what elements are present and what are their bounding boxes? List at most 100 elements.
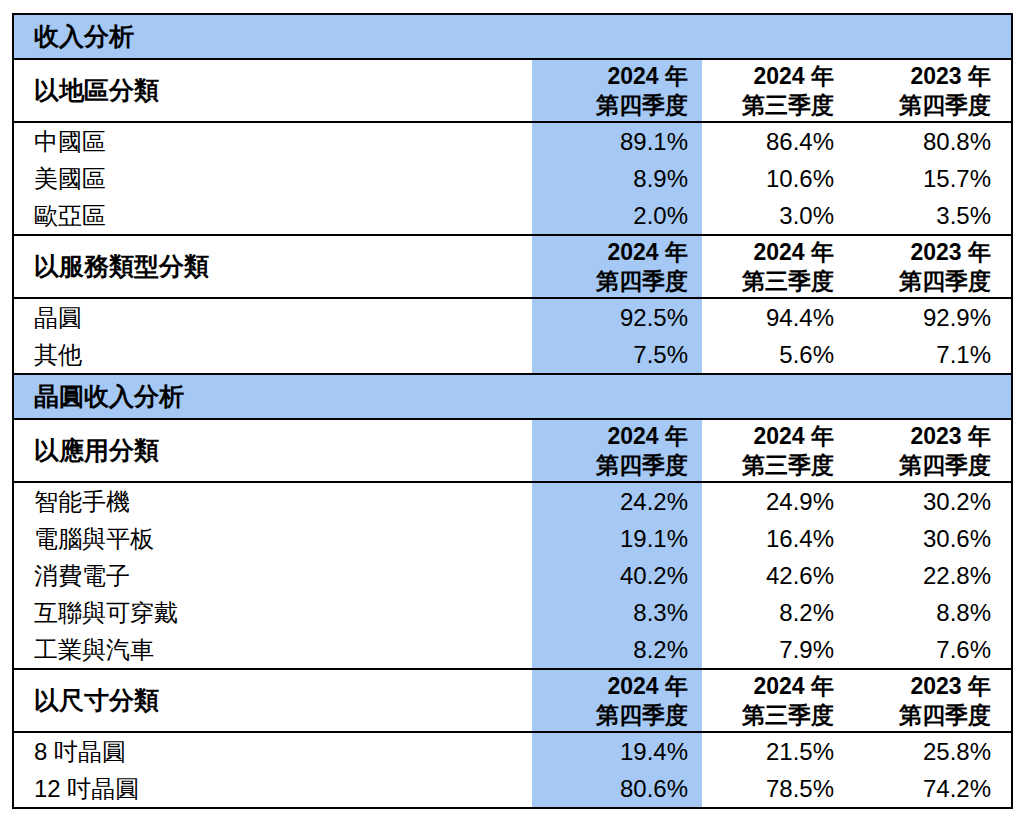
group-header-row: 以地區分類 2024 年 第四季度 2024 年 第三季度 2023 年 第四季… — [13, 59, 1012, 122]
col-header-line1: 2024 年 — [702, 62, 834, 91]
col-header-line1: 2024 年 — [532, 422, 688, 451]
section-title: 晶圓收入分析 — [13, 374, 1012, 419]
value-cell: 30.2% — [848, 482, 1012, 520]
col-header-line1: 2024 年 — [532, 62, 688, 91]
col-header-line1: 2023 年 — [848, 238, 991, 267]
row-label: 12 吋晶圓 — [13, 770, 532, 808]
col-header-line1: 2024 年 — [532, 672, 688, 701]
value-cell: 16.4% — [702, 520, 848, 557]
col-header-2024q3: 2024 年 第三季度 — [702, 59, 848, 122]
table-row: 美國區 8.9% 10.6% 15.7% — [13, 160, 1012, 197]
col-header-line1: 2024 年 — [702, 238, 834, 267]
row-label: 工業與汽車 — [13, 631, 532, 669]
value-cell: 8.2% — [702, 594, 848, 631]
row-label: 晶圓 — [13, 298, 532, 336]
group-header: 以應用分類 — [13, 419, 532, 482]
col-header-line2: 第三季度 — [702, 451, 834, 480]
row-label: 互聯與可穿戴 — [13, 594, 532, 631]
value-cell: 8.9% — [532, 160, 702, 197]
table-row: 智能手機 24.2% 24.9% 30.2% — [13, 482, 1012, 520]
col-header-2024q4: 2024 年 第四季度 — [532, 59, 702, 122]
col-header-line1: 2024 年 — [702, 672, 834, 701]
value-cell: 40.2% — [532, 557, 702, 594]
value-cell: 19.4% — [532, 732, 702, 770]
col-header-line2: 第三季度 — [702, 267, 834, 296]
row-label: 歐亞區 — [13, 197, 532, 235]
value-cell: 74.2% — [848, 770, 1012, 808]
table-row: 其他 7.5% 5.6% 7.1% — [13, 336, 1012, 374]
col-header-line2: 第四季度 — [532, 451, 688, 480]
col-header-line2: 第四季度 — [848, 267, 991, 296]
table-row: 電腦與平板 19.1% 16.4% 30.6% — [13, 520, 1012, 557]
table-row: 歐亞區 2.0% 3.0% 3.5% — [13, 197, 1012, 235]
col-header-line2: 第四季度 — [532, 267, 688, 296]
table-row: 晶圓 92.5% 94.4% 92.9% — [13, 298, 1012, 336]
col-header-line2: 第三季度 — [702, 701, 834, 730]
col-header-2024q3: 2024 年 第三季度 — [702, 235, 848, 298]
value-cell: 7.9% — [702, 631, 848, 669]
row-label: 電腦與平板 — [13, 520, 532, 557]
value-cell: 15.7% — [848, 160, 1012, 197]
table-row: 8 吋晶圓 19.4% 21.5% 25.8% — [13, 732, 1012, 770]
row-label: 智能手機 — [13, 482, 532, 520]
value-cell: 8.3% — [532, 594, 702, 631]
value-cell: 5.6% — [702, 336, 848, 374]
table-row: 中國區 89.1% 86.4% 80.8% — [13, 122, 1012, 160]
col-header-line1: 2024 年 — [532, 238, 688, 267]
value-cell: 3.5% — [848, 197, 1012, 235]
value-cell: 92.9% — [848, 298, 1012, 336]
section-title-row: 收入分析 — [13, 14, 1012, 59]
col-header-line2: 第四季度 — [848, 91, 991, 120]
value-cell: 80.6% — [532, 770, 702, 808]
col-header-line1: 2023 年 — [848, 62, 991, 91]
group-header-row: 以尺寸分類 2024 年 第四季度 2024 年 第三季度 2023 年 第四季… — [13, 669, 1012, 732]
value-cell: 7.6% — [848, 631, 1012, 669]
section-title-row: 晶圓收入分析 — [13, 374, 1012, 419]
value-cell: 80.8% — [848, 122, 1012, 160]
row-label: 消費電子 — [13, 557, 532, 594]
col-header-2023q4: 2023 年 第四季度 — [848, 669, 1012, 732]
group-header: 以服務類型分類 — [13, 235, 532, 298]
row-label: 其他 — [13, 336, 532, 374]
value-cell: 7.5% — [532, 336, 702, 374]
col-header-2023q4: 2023 年 第四季度 — [848, 419, 1012, 482]
table-row: 消費電子 40.2% 42.6% 22.8% — [13, 557, 1012, 594]
col-header-line1: 2024 年 — [702, 422, 834, 451]
col-header-2024q4: 2024 年 第四季度 — [532, 669, 702, 732]
value-cell: 19.1% — [532, 520, 702, 557]
value-cell: 10.6% — [702, 160, 848, 197]
col-header-line2: 第四季度 — [848, 451, 991, 480]
col-header-line2: 第三季度 — [702, 91, 834, 120]
value-cell: 25.8% — [848, 732, 1012, 770]
col-header-2023q4: 2023 年 第四季度 — [848, 235, 1012, 298]
table-row: 工業與汽車 8.2% 7.9% 7.6% — [13, 631, 1012, 669]
col-header-2024q3: 2024 年 第三季度 — [702, 669, 848, 732]
value-cell: 24.9% — [702, 482, 848, 520]
section-title: 收入分析 — [13, 14, 1012, 59]
value-cell: 7.1% — [848, 336, 1012, 374]
col-header-line1: 2023 年 — [848, 672, 991, 701]
table-row: 互聯與可穿戴 8.3% 8.2% 8.8% — [13, 594, 1012, 631]
table-row: 12 吋晶圓 80.6% 78.5% 74.2% — [13, 770, 1012, 808]
col-header-2024q4: 2024 年 第四季度 — [532, 235, 702, 298]
value-cell: 86.4% — [702, 122, 848, 160]
col-header-line2: 第四季度 — [532, 91, 688, 120]
value-cell: 22.8% — [848, 557, 1012, 594]
col-header-2024q3: 2024 年 第三季度 — [702, 419, 848, 482]
col-header-line2: 第四季度 — [532, 701, 688, 730]
group-header-row: 以應用分類 2024 年 第四季度 2024 年 第三季度 2023 年 第四季… — [13, 419, 1012, 482]
group-header: 以尺寸分類 — [13, 669, 532, 732]
group-header-row: 以服務類型分類 2024 年 第四季度 2024 年 第三季度 2023 年 第… — [13, 235, 1012, 298]
value-cell: 42.6% — [702, 557, 848, 594]
col-header-2023q4: 2023 年 第四季度 — [848, 59, 1012, 122]
group-header: 以地區分類 — [13, 59, 532, 122]
col-header-2024q4: 2024 年 第四季度 — [532, 419, 702, 482]
value-cell: 92.5% — [532, 298, 702, 336]
value-cell: 8.8% — [848, 594, 1012, 631]
value-cell: 78.5% — [702, 770, 848, 808]
value-cell: 89.1% — [532, 122, 702, 160]
row-label: 中國區 — [13, 122, 532, 160]
value-cell: 21.5% — [702, 732, 848, 770]
col-header-line2: 第四季度 — [848, 701, 991, 730]
value-cell: 3.0% — [702, 197, 848, 235]
